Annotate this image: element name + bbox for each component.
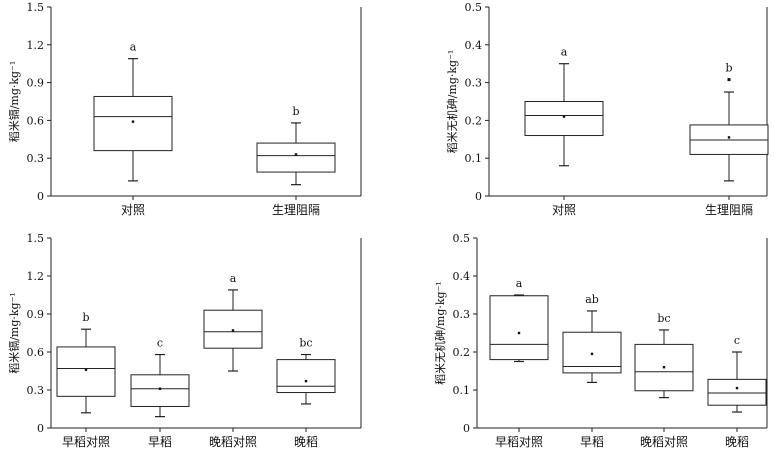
mean-marker: [84, 368, 88, 371]
y-tick-label: 1.2: [27, 39, 45, 52]
y-tick-label: 1.5: [27, 1, 45, 14]
mean-marker: [590, 352, 594, 356]
chart-panel-4: 0 0.1 0.2 0.3 0.4 0.5 稻米无机砷/mg·kg⁻¹ 早稻对照 早稻 晚稻对照 晚…: [433, 232, 768, 449]
y-tick-label: 0.2: [465, 114, 483, 127]
x-tick-label: 早稻: [580, 435, 604, 449]
y-tick-label: 0: [37, 422, 44, 435]
box-iqr: [56, 346, 116, 397]
x-tick-label: 晚稻: [294, 435, 318, 449]
y-tick-label: 0: [463, 422, 470, 435]
significance-letter: bc: [657, 312, 670, 325]
y-axis-label: 稻米无机砷/mg·kg⁻¹: [445, 50, 459, 154]
box-1: a: [524, 46, 604, 167]
y-tick-label: 1.5: [27, 232, 45, 245]
y-tick-label: 0: [475, 190, 482, 203]
mean-marker: [727, 136, 731, 139]
box-4: bc: [276, 337, 336, 405]
mean-marker: [231, 329, 235, 332]
mean-marker: [304, 379, 308, 383]
y-tick-label: 0.1: [465, 152, 483, 165]
box-1: a: [489, 277, 549, 363]
y-tick-label: 0.5: [465, 1, 483, 14]
mean-marker: [735, 386, 739, 390]
significance-letter: a: [561, 46, 568, 59]
box-1: b: [56, 311, 116, 414]
box-2: c: [130, 337, 190, 418]
box-iqr: [256, 142, 336, 173]
significance-letter: a: [130, 41, 137, 54]
y-axis-label: 稻米镉/mg·kg⁻¹: [7, 61, 21, 143]
box-3: bc: [634, 312, 694, 399]
y-tick-label: 0.6: [27, 346, 45, 359]
mean-marker: [158, 387, 162, 390]
x-tick-label: 晚稻: [725, 435, 749, 449]
y-tick-label: 0.6: [27, 114, 45, 127]
box-2: b: [689, 62, 769, 182]
y-tick-label: 0.2: [453, 346, 471, 359]
y-axis-label: 稻米镉/mg·kg⁻¹: [7, 292, 21, 374]
x-tick-label: 生理阻隔: [705, 203, 753, 217]
significance-letter: a: [516, 277, 523, 290]
y-tick-label: 1.2: [27, 270, 45, 283]
mean-marker: [294, 153, 298, 156]
box-2: ab: [562, 293, 622, 383]
box-3: a: [203, 272, 263, 372]
significance-letter: b: [292, 105, 299, 118]
y-tick-label: 0.3: [27, 152, 45, 165]
chart-panel-1: 0 0.3 0.6 0.9 1.2 1.5 稻米镉/mg·kg⁻¹ 对照 生理阻隔 a b: [7, 1, 362, 217]
mean-marker: [662, 366, 666, 369]
box-iqr: [203, 309, 263, 349]
box-iqr: [276, 359, 336, 394]
x-tick-label: 对照: [121, 203, 145, 217]
mean-marker: [131, 120, 135, 123]
x-tick-label: 早稻对照: [495, 435, 543, 449]
y-tick-label: 0: [37, 190, 44, 203]
chart-panel-3: 0 0.3 0.6 0.9 1.2 1.5 稻米镉/mg·kg⁻¹ 早稻对照 早稻 晚稻对照 晚稻 b…: [7, 232, 362, 449]
y-axis-label: 稻米无机砷/mg·kg⁻¹: [433, 281, 447, 385]
y-tick-label: 0.9: [27, 77, 45, 90]
box-1: a: [93, 41, 173, 182]
chart-panel-2: 0 0.1 0.2 0.3 0.4 0.5 稻米无机砷/mg·kg⁻¹ 对照 生理阻隔 a b: [445, 1, 769, 217]
y-tick-label: 0.4: [453, 270, 471, 283]
box-iqr: [130, 374, 190, 407]
significance-letter: ab: [585, 293, 599, 306]
mean-marker: [562, 115, 566, 118]
y-tick-label: 0.4: [465, 39, 483, 52]
y-tick-label: 0.3: [465, 77, 483, 90]
significance-letter: b: [725, 62, 732, 75]
significance-letter: bc: [299, 337, 312, 350]
outlier-point: [727, 78, 731, 82]
x-tick-label: 生理阻隔: [272, 203, 320, 217]
significance-letter: a: [230, 272, 237, 285]
significance-letter: c: [157, 337, 163, 350]
x-tick-label: 早稻对照: [62, 435, 110, 449]
significance-letter: b: [82, 311, 89, 324]
x-tick-label: 晚稻对照: [640, 435, 688, 449]
box-iqr: [707, 378, 767, 406]
box-iqr: [524, 101, 604, 137]
x-tick-label: 晚稻对照: [209, 435, 257, 449]
y-tick-label: 0.3: [453, 308, 471, 321]
box-iqr: [489, 295, 549, 361]
x-tick-label: 早稻: [148, 435, 172, 449]
mean-marker: [517, 331, 521, 335]
x-tick-label: 对照: [552, 203, 576, 217]
box-4: c: [707, 334, 767, 413]
significance-letter: c: [734, 334, 740, 347]
y-tick-label: 0.9: [27, 308, 45, 321]
y-tick-label: 0.1: [453, 384, 471, 397]
y-tick-label: 0.5: [453, 232, 471, 245]
box-2: b: [256, 105, 336, 186]
y-tick-label: 0.3: [27, 384, 45, 397]
box-iqr: [93, 95, 173, 152]
